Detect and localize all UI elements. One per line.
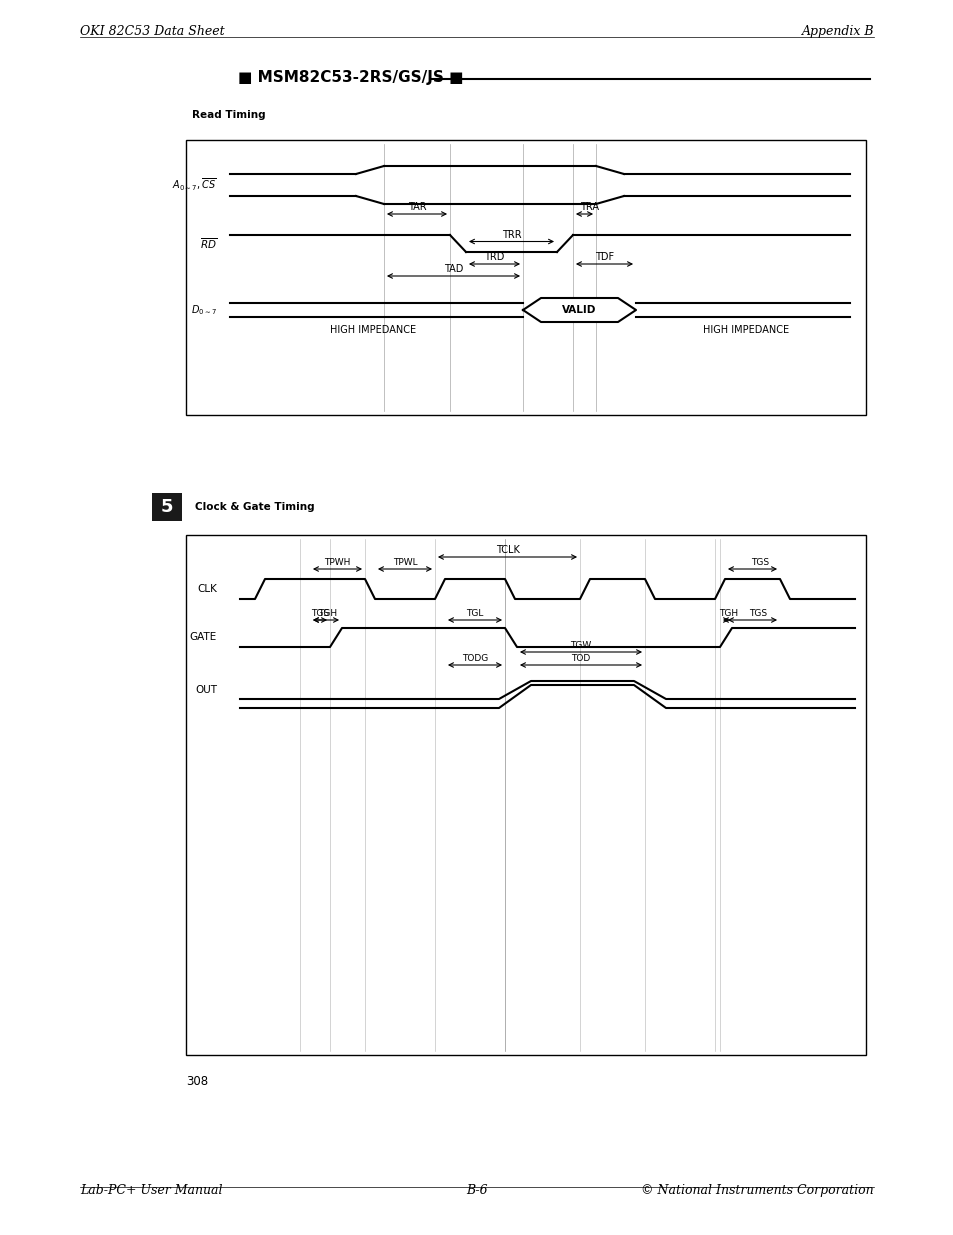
Text: TPWL: TPWL [393,558,416,567]
Text: CLK: CLK [197,584,216,594]
Text: TGS: TGS [751,558,769,567]
Text: ■ MSM82C53-2RS/GS/JS ■: ■ MSM82C53-2RS/GS/JS ■ [237,70,463,85]
Text: VALID: VALID [561,305,596,315]
Text: HIGH IMPEDANCE: HIGH IMPEDANCE [702,325,788,335]
Text: TGS: TGS [748,609,766,618]
Text: OUT: OUT [194,685,216,695]
Text: TGL: TGL [466,609,483,618]
Text: TGH: TGH [719,609,738,618]
Text: TGS: TGS [311,609,329,618]
Bar [186,140,865,415]
Text: TCLK: TCLK [495,545,518,555]
Text: $\overline{RD}$: $\overline{RD}$ [199,236,216,251]
Text: TRD: TRD [484,252,504,262]
Text: TPWH: TPWH [324,558,351,567]
Bar [152,493,182,521]
Text: Clock & Gate Timing: Clock & Gate Timing [194,501,314,513]
Text: TOD: TOD [571,655,590,663]
Text: 308: 308 [186,1074,208,1088]
Text: $A_{0\sim7},\overline{CS}$: $A_{0\sim7},\overline{CS}$ [172,177,216,193]
Text: TGW: TGW [570,641,591,650]
Text: $D_{0\sim7}$: $D_{0\sim7}$ [191,303,216,317]
Text: TODG: TODG [461,655,488,663]
Text: Read Timing: Read Timing [192,110,265,120]
Text: GATE: GATE [190,632,216,642]
Text: TRR: TRR [501,230,520,240]
Bar [186,535,865,1055]
Text: B-6: B-6 [466,1184,487,1197]
Text: TDF: TDF [595,252,614,262]
Text: TGH: TGH [318,609,337,618]
Text: Lab-PC+ User Manual: Lab-PC+ User Manual [80,1184,222,1197]
Text: OKI 82C53 Data Sheet: OKI 82C53 Data Sheet [80,25,224,38]
Text: © National Instruments Corporation: © National Instruments Corporation [640,1184,873,1197]
Text: Appendix B: Appendix B [801,25,873,38]
Text: TAR: TAR [407,203,426,212]
Text: TAD: TAD [443,264,463,274]
Text: TRA: TRA [579,203,598,212]
Text: HIGH IMPEDANCE: HIGH IMPEDANCE [330,325,416,335]
Text: 5: 5 [161,498,173,516]
Polygon shape [522,298,636,322]
